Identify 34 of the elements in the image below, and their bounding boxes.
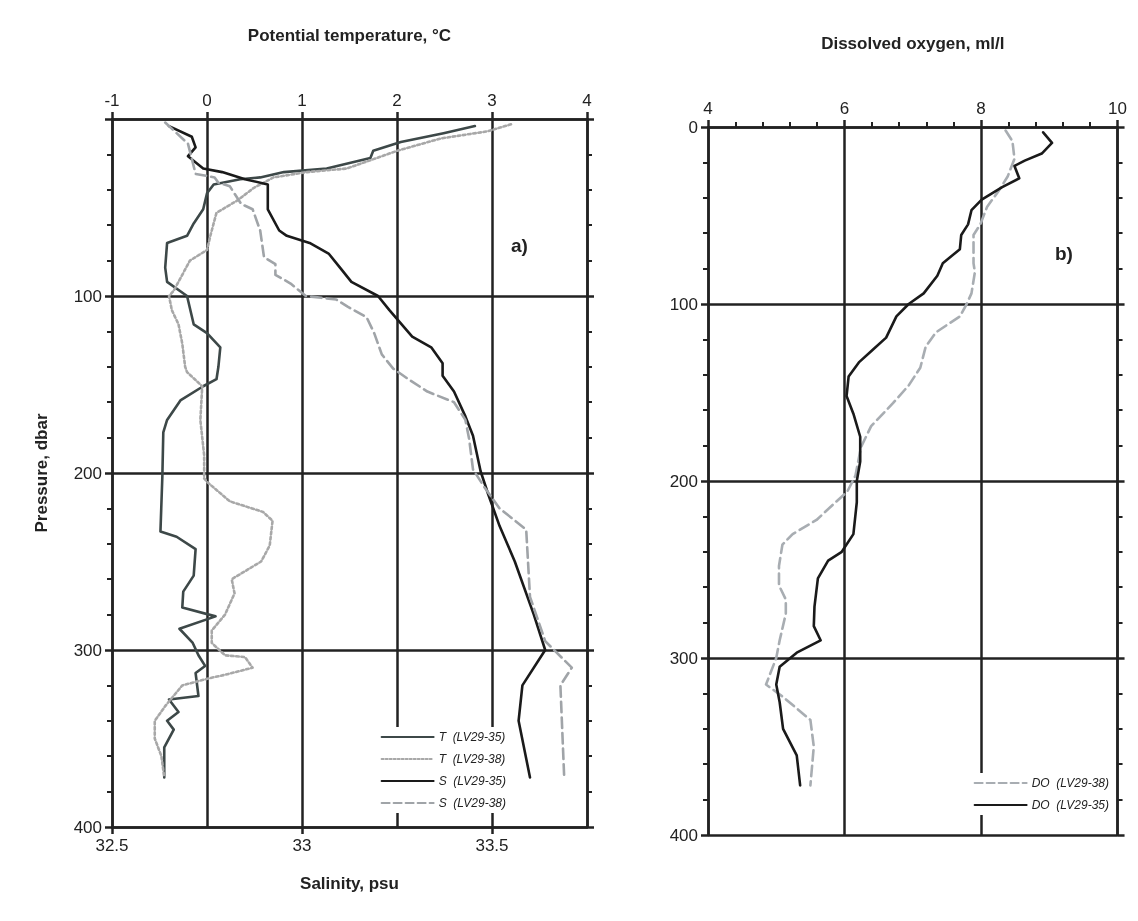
annotation: b)	[1054, 242, 1073, 264]
x-tick-label: 33	[292, 836, 312, 855]
y-tick-label: 300	[73, 640, 102, 660]
y-tick-label: 400	[73, 817, 102, 837]
annotation: a)	[511, 234, 528, 256]
x2-axis-title: Potential temperature, °C	[247, 26, 452, 45]
y-tick-label: 200	[73, 463, 102, 483]
y-tick-label: 100	[669, 294, 698, 314]
x-tick-label: 8	[976, 99, 986, 118]
line-series	[764, 129, 1016, 787]
y-tick-label: 200	[669, 471, 698, 491]
x-axis-title: Dissolved oxygen, ml/l	[821, 34, 1005, 53]
x-tick-label: 33.5	[475, 836, 509, 855]
legend-label: S (LV29-38)	[438, 796, 506, 810]
x2-tick-label: -1	[104, 91, 120, 110]
legend-label: T (LV29-35)	[438, 730, 506, 744]
y-axis-title: Pressure, dbar	[32, 413, 51, 533]
legend-label: T (LV29-38)	[438, 752, 506, 766]
y-tick-label: 300	[669, 648, 698, 668]
legend-label: S (LV29-35)	[438, 774, 506, 788]
x2-tick-label: 0	[202, 91, 212, 110]
x-tick-label: 32.5	[95, 836, 129, 855]
x-tick-label: 4	[703, 99, 713, 118]
legend-label: DO (LV29-35)	[1031, 798, 1110, 812]
x-tick-label: 10	[1108, 99, 1128, 118]
y-tick-label: 0	[688, 117, 698, 137]
legend-label: DO (LV29-38)	[1031, 776, 1110, 790]
x2-tick-label: 2	[392, 91, 402, 110]
y-tick-label: 400	[669, 825, 698, 845]
x-tick-label: 6	[839, 99, 850, 118]
x2-tick-label: 1	[297, 91, 307, 110]
y-tick-label: 100	[73, 286, 102, 306]
x2-tick-label: 3	[487, 91, 497, 110]
x-axis-title: Salinity, psu	[300, 874, 399, 893]
